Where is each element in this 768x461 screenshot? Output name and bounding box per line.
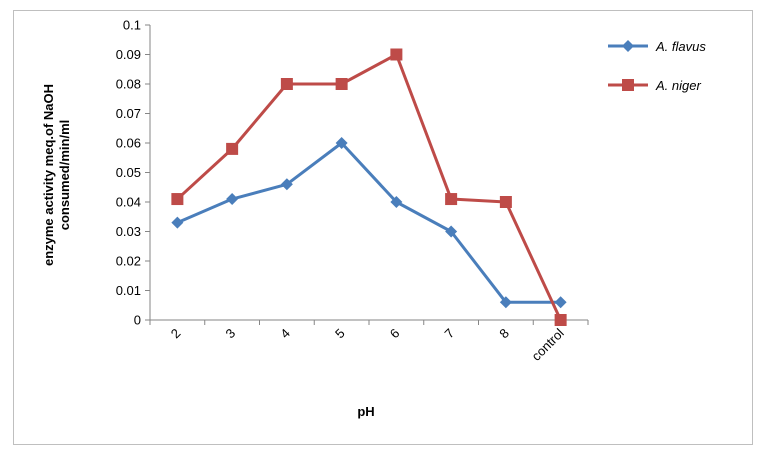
data-point: [335, 78, 348, 90]
y-axis-title-line-1: enzyme activity meq.of NaOH: [41, 84, 56, 266]
data-point: [226, 193, 239, 206]
y-tick-label: 0.09: [116, 47, 141, 62]
data-point: [171, 193, 184, 206]
y-tick-label: 0.03: [116, 224, 141, 239]
x-tick-label: 3: [223, 326, 239, 342]
data-point: [335, 137, 348, 149]
legend-marker: [622, 40, 634, 52]
data-point: [390, 48, 403, 61]
series-group: [171, 48, 567, 326]
y-axis-title: enzyme activity meq.of NaOH consumed/min…: [41, 84, 72, 266]
legend: A. flavus A. niger: [608, 39, 706, 93]
data-point: [226, 142, 239, 155]
data-point: [445, 225, 458, 238]
y-tick-label: 0.07: [116, 106, 141, 121]
data-point: [499, 196, 512, 208]
y-tick-label: 0.04: [116, 195, 141, 210]
x-tick-labels: 2 3 4 5 6 7 8 control: [168, 325, 567, 363]
data-point: [554, 314, 567, 326]
y-tick-label: 0.08: [116, 77, 141, 92]
axes: [145, 24, 589, 325]
y-tick-label: 0.1: [123, 18, 141, 33]
y-tick-label: 0.05: [116, 165, 141, 180]
x-axis-title: pH: [357, 404, 374, 419]
data-point: [554, 296, 567, 309]
x-tick-label: 8: [496, 326, 512, 342]
legend-item-1: A. flavus: [608, 39, 706, 54]
data-point: [171, 216, 184, 229]
legend-label: A. niger: [655, 78, 701, 93]
series-2: [171, 48, 567, 326]
data-point: [390, 196, 403, 208]
legend-item-2: A. niger: [608, 78, 701, 93]
x-tick-label: 4: [277, 326, 293, 342]
y-tick-label: 0: [134, 313, 141, 328]
legend-marker: [622, 79, 634, 91]
data-point: [280, 178, 293, 191]
y-tick-labels: 0 0.01 0.02 0.03 0.04 0.05 0.06 0.07 0.08 0.09 0.1: [116, 18, 141, 328]
legend-label: A. flavus: [655, 39, 706, 54]
y-tick-label: 0.01: [116, 283, 141, 298]
y-axis-title-line-2: consumed/min/ml: [57, 120, 72, 231]
series-1: [171, 137, 567, 309]
series-line: [176, 141, 561, 304]
x-tick-label: 5: [332, 326, 348, 342]
series-line: [176, 53, 562, 321]
x-tick-label: control: [529, 325, 567, 363]
y-tick-label: 0.02: [116, 254, 141, 269]
x-tick-label: 2: [168, 326, 184, 342]
data-point: [280, 78, 293, 90]
data-point: [499, 296, 512, 309]
y-tick-label: 0.06: [116, 136, 141, 151]
data-point: [445, 193, 458, 206]
x-tick-label: 6: [387, 326, 403, 342]
x-tick-label: 7: [442, 326, 458, 342]
